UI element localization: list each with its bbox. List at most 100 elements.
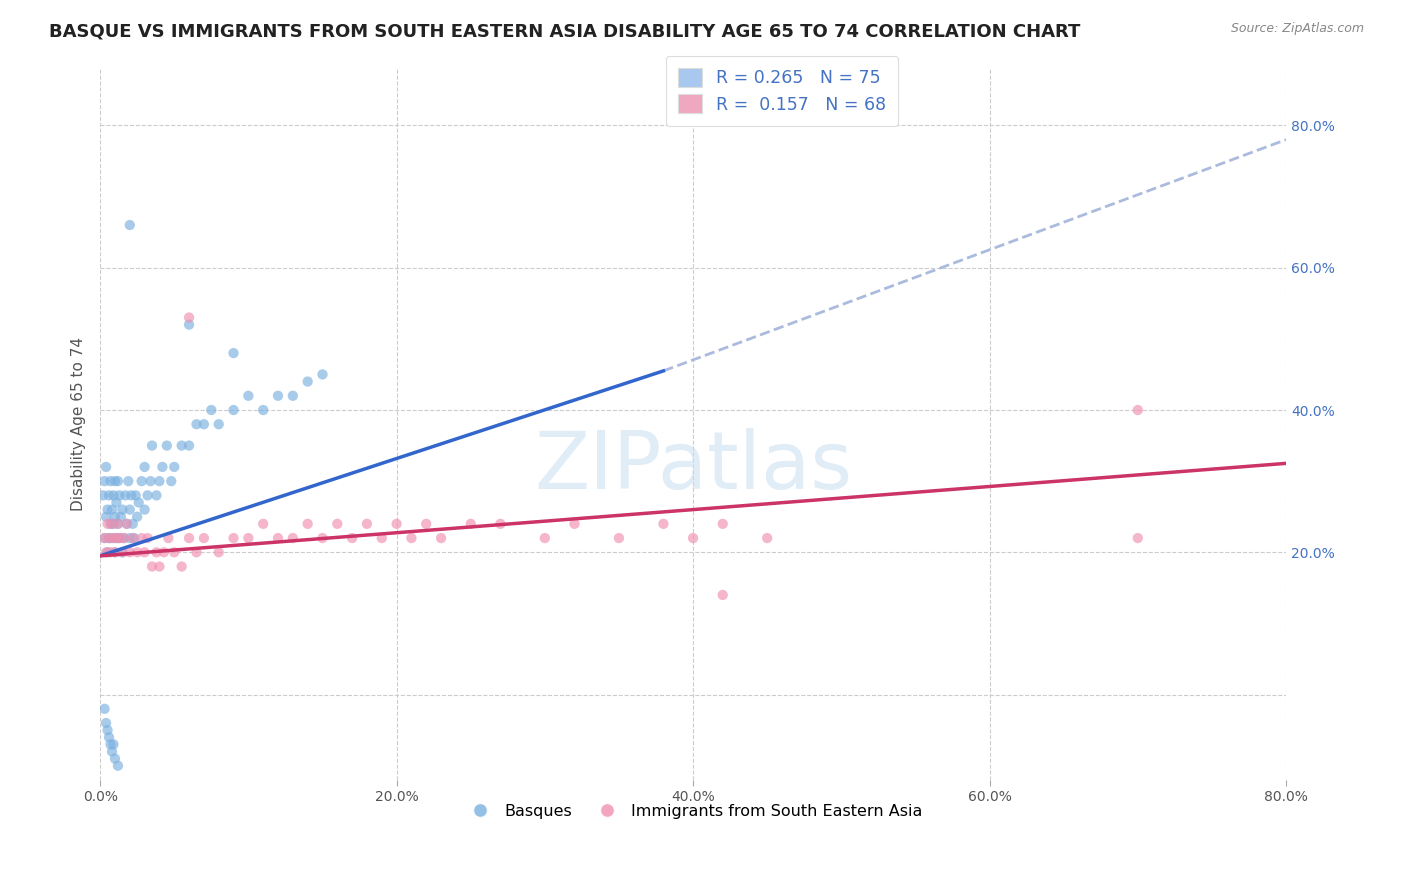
Point — [107, 516, 129, 531]
Point — [98, 531, 121, 545]
Point — [150, 459, 173, 474]
Point — [177, 310, 200, 325]
Point — [200, 403, 222, 417]
Point — [252, 516, 274, 531]
Point — [163, 545, 186, 559]
Point — [489, 516, 512, 531]
Point — [104, 545, 127, 559]
Point — [756, 531, 779, 545]
Point — [94, 716, 117, 731]
Point — [134, 545, 156, 559]
Point — [153, 545, 176, 559]
Point — [100, 738, 122, 752]
Point — [108, 531, 131, 545]
Point — [93, 531, 115, 545]
Point — [121, 516, 143, 531]
Point — [91, 488, 114, 502]
Point — [534, 531, 557, 545]
Point — [297, 516, 319, 531]
Point — [131, 474, 153, 488]
Point — [115, 516, 138, 531]
Point — [125, 488, 148, 502]
Point — [120, 488, 142, 502]
Point — [267, 531, 290, 545]
Point — [94, 509, 117, 524]
Point — [222, 531, 245, 545]
Point — [156, 439, 179, 453]
Point — [98, 531, 121, 545]
Point — [100, 474, 122, 488]
Point — [96, 723, 118, 738]
Point — [110, 509, 132, 524]
Point — [94, 545, 117, 559]
Point — [401, 531, 423, 545]
Point — [311, 368, 333, 382]
Point — [96, 545, 118, 559]
Point — [163, 459, 186, 474]
Point — [170, 439, 193, 453]
Point — [100, 545, 122, 559]
Point — [134, 502, 156, 516]
Point — [385, 516, 408, 531]
Point — [682, 531, 704, 545]
Point — [222, 403, 245, 417]
Legend: Basques, Immigrants from South Eastern Asia: Basques, Immigrants from South Eastern A… — [457, 797, 928, 825]
Point — [170, 559, 193, 574]
Point — [128, 495, 150, 509]
Point — [193, 531, 215, 545]
Point — [1126, 403, 1149, 417]
Point — [134, 459, 156, 474]
Point — [131, 531, 153, 545]
Point — [105, 531, 128, 545]
Point — [103, 531, 125, 545]
Point — [112, 531, 135, 545]
Point — [118, 218, 141, 232]
Point — [101, 531, 124, 545]
Point — [148, 559, 170, 574]
Point — [160, 474, 183, 488]
Point — [103, 488, 125, 502]
Point — [136, 531, 159, 545]
Point — [145, 545, 167, 559]
Point — [93, 702, 115, 716]
Point — [177, 439, 200, 453]
Point — [107, 516, 129, 531]
Text: BASQUE VS IMMIGRANTS FROM SOUTH EASTERN ASIA DISABILITY AGE 65 TO 74 CORRELATION: BASQUE VS IMMIGRANTS FROM SOUTH EASTERN … — [49, 22, 1081, 40]
Point — [652, 516, 675, 531]
Point — [356, 516, 378, 531]
Point — [104, 474, 127, 488]
Point — [107, 474, 129, 488]
Point — [186, 545, 208, 559]
Point — [252, 403, 274, 417]
Point — [101, 744, 124, 758]
Point — [186, 417, 208, 432]
Point — [1126, 531, 1149, 545]
Point — [157, 531, 180, 545]
Point — [115, 516, 138, 531]
Point — [107, 758, 129, 772]
Point — [193, 417, 215, 432]
Point — [103, 516, 125, 531]
Point — [105, 495, 128, 509]
Point — [111, 545, 134, 559]
Point — [118, 545, 141, 559]
Point — [111, 502, 134, 516]
Point — [118, 502, 141, 516]
Point — [607, 531, 630, 545]
Point — [104, 751, 127, 765]
Y-axis label: Disability Age 65 to 74: Disability Age 65 to 74 — [72, 337, 86, 511]
Point — [208, 545, 231, 559]
Point — [101, 502, 124, 516]
Point — [297, 375, 319, 389]
Point — [98, 488, 121, 502]
Point — [430, 531, 453, 545]
Point — [104, 545, 127, 559]
Point — [136, 488, 159, 502]
Point — [281, 531, 304, 545]
Point — [340, 531, 363, 545]
Point — [118, 531, 141, 545]
Point — [93, 531, 115, 545]
Point — [117, 474, 139, 488]
Point — [238, 389, 260, 403]
Point — [460, 516, 482, 531]
